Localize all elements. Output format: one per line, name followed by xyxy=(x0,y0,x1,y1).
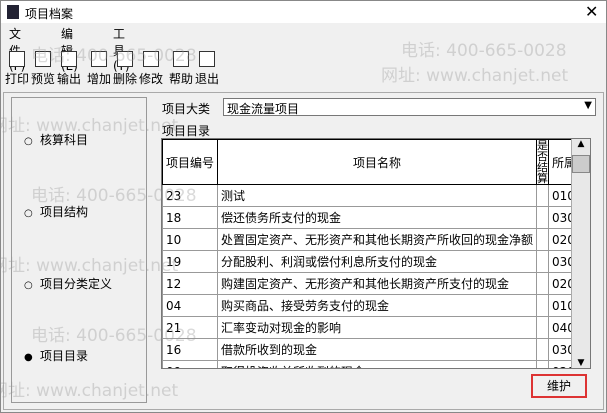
table-cell: 偿还债务所支付的现金 xyxy=(217,206,538,229)
table-container: 项目编号项目名称是否结算所属分类码23测试010218偿还债务所支付的现金030… xyxy=(161,138,591,369)
table-cell: 10 xyxy=(162,228,219,251)
toolbar-label: 增加 xyxy=(87,72,112,86)
table-cell: 23 xyxy=(162,184,219,207)
table-cell xyxy=(536,206,550,229)
table-row[interactable]: 21 汇率变动对现金的影响 0401 xyxy=(162,316,590,339)
toolbar-button[interactable]: 帮助 xyxy=(169,49,193,87)
table-cell: 12 xyxy=(162,272,219,295)
category-value: 现金流量项目 xyxy=(227,102,300,116)
radio-label: 项目分类定义 xyxy=(40,277,113,291)
table-title: 项目目录 xyxy=(162,124,211,138)
toolbar-label: 输出 xyxy=(57,72,82,86)
table-cell: 汇率变动对现金的影响 xyxy=(217,316,538,339)
toolbar-icon xyxy=(61,51,77,67)
toolbar-button[interactable]: 增加 xyxy=(87,49,111,87)
window-title: 项目档案 xyxy=(25,7,74,21)
table-cell xyxy=(536,360,550,368)
column-header: 是否结算 xyxy=(536,139,550,185)
table-row[interactable]: 10 处置固定资产、无形资产和其他长期资产所收回的现金净额 0201 xyxy=(162,228,590,251)
table-row[interactable]: 18 偿还债务所支付的现金 0302 xyxy=(162,206,590,229)
toolbar-icon xyxy=(143,51,159,67)
toolbar-icon xyxy=(35,51,51,67)
radio-option[interactable]: ○ 核算科目 xyxy=(24,131,88,148)
app-icon xyxy=(7,5,19,19)
toolbar-button[interactable]: 删除 xyxy=(113,49,137,87)
table-row[interactable]: 04 购买商品、接受劳务支付的现金 0102 xyxy=(162,294,590,317)
options-panel: ○ 核算科目 ○ 项目结构 ○ 项目分类定义 ● 项目目录 xyxy=(11,97,147,403)
table-row[interactable]: 19 分配股利、利润或偿付利息所支付的现金 0302 xyxy=(162,250,590,273)
table-cell xyxy=(536,184,550,207)
toolbar-button[interactable]: 输出 xyxy=(57,49,81,87)
table-cell: 09 xyxy=(162,360,219,368)
close-button[interactable]: ✕ xyxy=(585,2,599,21)
radio-option[interactable]: ○ 项目分类定义 xyxy=(24,275,112,292)
maintain-button[interactable]: 维护 xyxy=(531,374,587,398)
table-cell: 21 xyxy=(162,316,219,339)
toolbar-label: 修改 xyxy=(139,72,164,86)
dropdown-arrow: ▼ xyxy=(584,100,592,111)
category-label: 项目大类 xyxy=(162,102,211,116)
watermark: 网址: www.chanjet.net xyxy=(381,66,569,86)
toolbar-label: 打印 xyxy=(5,72,30,86)
table-row[interactable]: 12 购建固定资产、无形资产和其他长期资产所支付的现金 0202 xyxy=(162,272,590,295)
toolbar-button[interactable]: 修改 xyxy=(139,49,163,87)
table-cell: 0201 xyxy=(548,360,590,368)
radio-label: 项目结构 xyxy=(40,205,89,219)
table-cell: 测试 xyxy=(217,184,538,207)
table-row[interactable]: 09取得投资收益所收到的现金 0201 xyxy=(162,360,590,368)
table-cell xyxy=(536,316,550,339)
column-header: 项目编号 xyxy=(162,139,219,185)
toolbar-icon xyxy=(9,51,25,67)
table-cell: 18 xyxy=(162,206,219,229)
toolbar-button[interactable]: 退出 xyxy=(195,49,219,87)
toolbar-icon xyxy=(199,51,215,67)
table-cell xyxy=(536,250,550,273)
category-dropdown[interactable]: 现金流量项目 ▼ xyxy=(223,98,596,116)
column-header: 项目名称 xyxy=(217,139,538,185)
table-cell: 购买商品、接受劳务支付的现金 xyxy=(217,294,538,317)
table-cell: 借款所收到的现金 xyxy=(217,338,538,361)
toolbar-button[interactable]: 预览 xyxy=(31,49,55,87)
table-cell: 分配股利、利润或偿付利息所支付的现金 xyxy=(217,250,538,273)
toolbar-label: 预览 xyxy=(31,72,56,86)
radio-option[interactable]: ● 项目目录 xyxy=(24,347,88,364)
header-row: 项目编号项目名称是否结算所属分类码 xyxy=(162,139,590,185)
table-row[interactable]: 16 借款所收到的现金 0301 xyxy=(162,338,590,361)
radio-option[interactable]: ○ 项目结构 xyxy=(24,203,88,220)
table-cell xyxy=(536,272,550,295)
table-cell: 16 xyxy=(162,338,219,361)
watermark: 电话: 400-665-0028 xyxy=(401,41,567,61)
toolbar-label: 帮助 xyxy=(169,72,194,86)
toolbar-icon xyxy=(173,51,189,67)
table-cell xyxy=(536,294,550,317)
radio-dot: ● xyxy=(24,352,33,363)
table-cell: 04 xyxy=(162,294,219,317)
table-cell xyxy=(536,338,550,361)
table-cell: 取得投资收益所收到的现金 xyxy=(217,360,538,368)
toolbar-icon xyxy=(117,51,133,67)
toolbar-label: 退出 xyxy=(195,72,220,86)
toolbar-button[interactable]: 打印 xyxy=(5,49,29,87)
table-cell xyxy=(536,228,550,251)
table-cell: 19 xyxy=(162,250,219,273)
radio-label: 项目目录 xyxy=(40,349,89,363)
title-bar: 项目档案 ✕ xyxy=(1,1,606,23)
data-table: 项目编号项目名称是否结算所属分类码23测试010218偿还债务所支付的现金030… xyxy=(162,139,590,368)
toolbar-label: 删除 xyxy=(113,72,138,86)
radio-dot: ○ xyxy=(24,280,33,291)
table-cell: 处置固定资产、无形资产和其他长期资产所收回的现金净额 xyxy=(217,228,538,251)
toolbar-icon xyxy=(91,51,107,67)
scrollbar[interactable]: ▲ ▼ xyxy=(571,139,590,368)
radio-label: 核算科目 xyxy=(40,133,89,147)
radio-dot: ○ xyxy=(24,136,33,147)
main-panel xyxy=(3,92,604,410)
table-row[interactable]: 23 测试 0102 xyxy=(162,184,590,207)
table-cell: 购建固定资产、无形资产和其他长期资产所支付的现金 xyxy=(217,272,538,295)
radio-dot: ○ xyxy=(24,208,33,219)
